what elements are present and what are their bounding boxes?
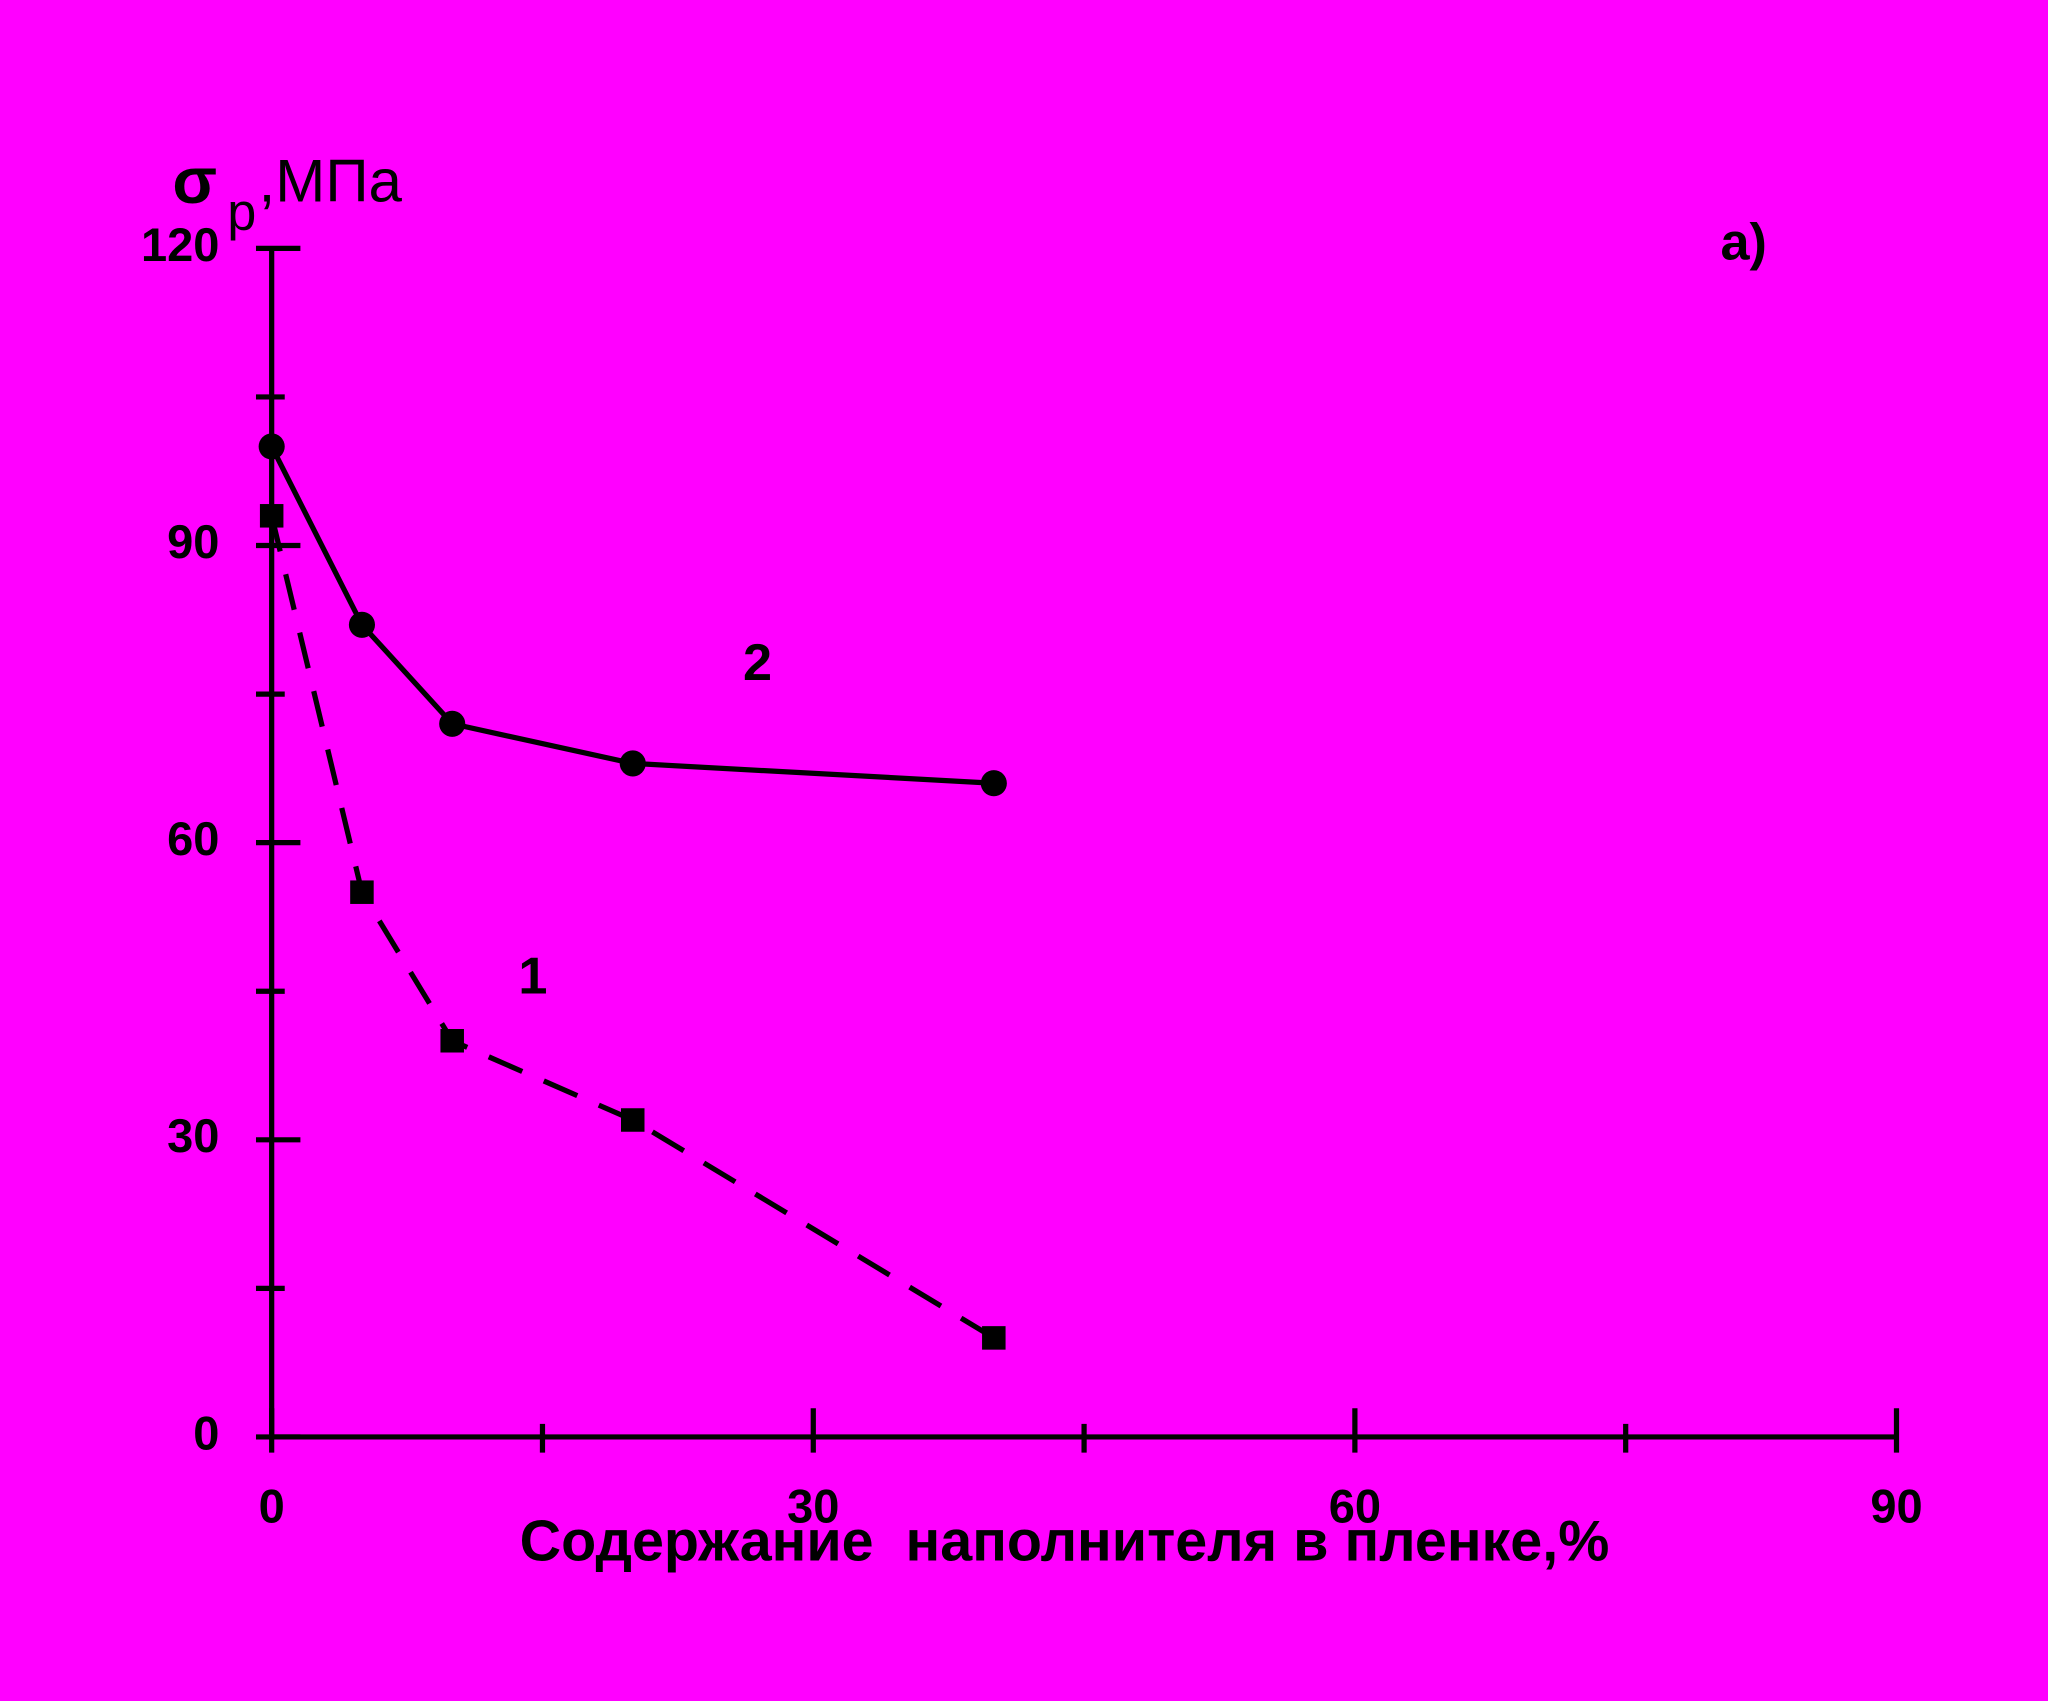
x-axis-title: Содержание наполнителя в пленке,% bbox=[520, 1510, 1610, 1574]
point bbox=[439, 710, 466, 737]
x-tick-label: 30 bbox=[787, 1480, 839, 1533]
point bbox=[259, 504, 284, 528]
x-tick-label: 90 bbox=[1870, 1480, 1922, 1533]
point bbox=[440, 1029, 464, 1053]
series-label: 2 bbox=[743, 634, 772, 692]
y-tick-label: 60 bbox=[167, 812, 219, 865]
series-label: 1 bbox=[518, 948, 547, 1006]
point bbox=[350, 880, 374, 904]
panel-label: a) bbox=[1720, 214, 1766, 272]
y-label-subscript: p bbox=[227, 184, 256, 242]
point bbox=[619, 750, 646, 777]
point bbox=[980, 770, 1007, 797]
y-tick-label: 0 bbox=[193, 1406, 219, 1459]
point bbox=[348, 611, 376, 638]
x-tick-label: 60 bbox=[1329, 1480, 1381, 1533]
point bbox=[258, 433, 285, 460]
point bbox=[982, 1326, 1006, 1350]
x-tick-label: 0 bbox=[259, 1480, 285, 1533]
y-tick-label: 120 bbox=[141, 218, 219, 271]
y-tick-label: 90 bbox=[167, 515, 219, 568]
y-tick-label: 30 bbox=[167, 1109, 219, 1162]
y-label-unit: ,МПа bbox=[259, 148, 403, 215]
y-label-symbol: σ bbox=[172, 144, 217, 217]
point bbox=[620, 1108, 645, 1132]
